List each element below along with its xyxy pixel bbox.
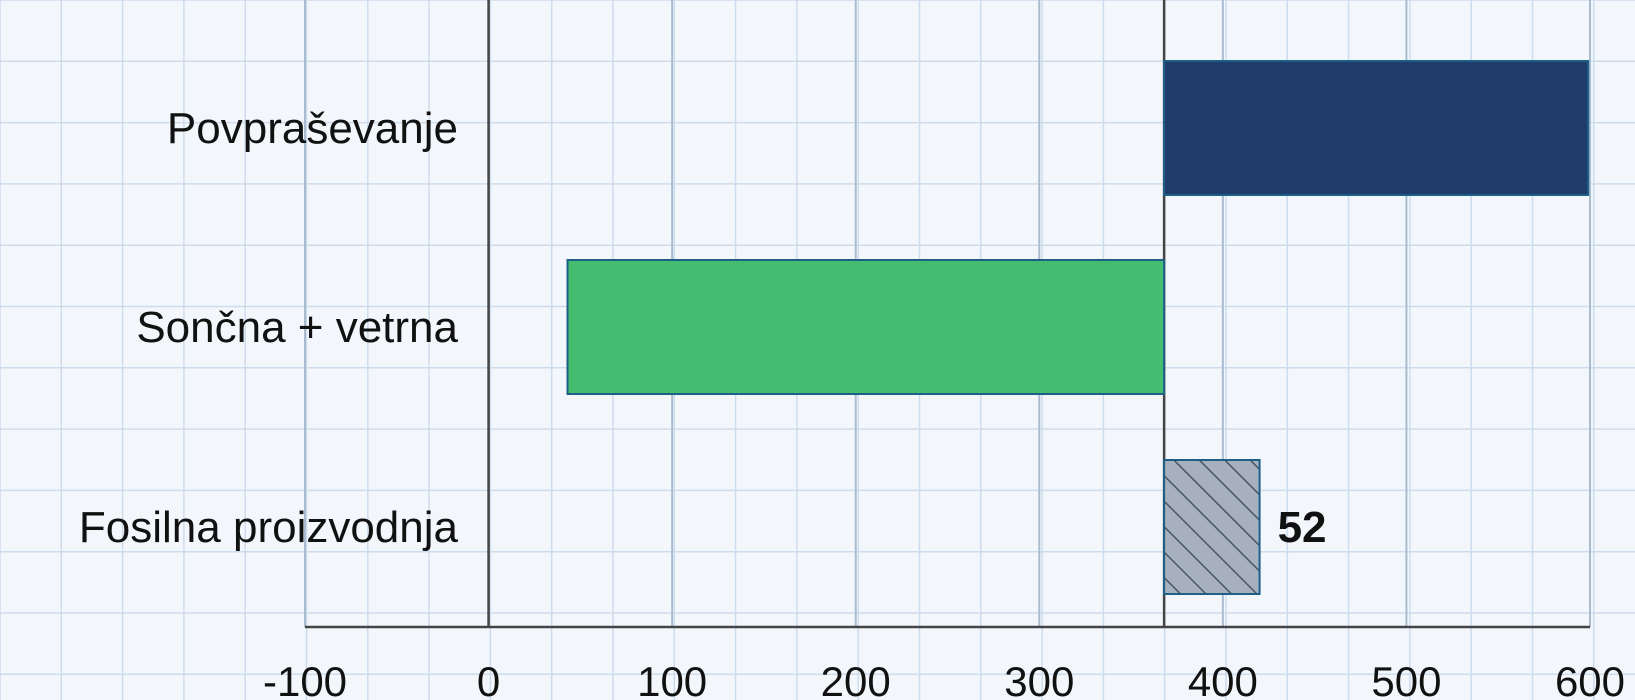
x-tick-label: 600: [1555, 658, 1625, 700]
bar-2: [566, 259, 1166, 395]
x-tick-label: 400: [1188, 658, 1258, 700]
category-label: Fosilna proizvodnja: [79, 503, 459, 552]
labels: -100 0 100 200 300 400 500 600 Povpraševanje Sonč…: [79, 104, 1625, 700]
x-tick-label: 500: [1371, 658, 1441, 700]
x-tick-label: 300: [1004, 658, 1074, 700]
category-label: Povpraševanje: [167, 104, 458, 153]
x-tick-label: -100: [263, 658, 347, 700]
x-tick-label: 0: [477, 658, 500, 700]
data-label: 52: [1278, 503, 1327, 552]
bars: [566, 60, 1590, 595]
bar-1: [1163, 60, 1590, 196]
category-label: Sončna + vetrna: [136, 303, 458, 352]
bar-3: [1163, 459, 1261, 595]
x-tick-label: 100: [637, 658, 707, 700]
x-tick-label: 200: [821, 658, 891, 700]
